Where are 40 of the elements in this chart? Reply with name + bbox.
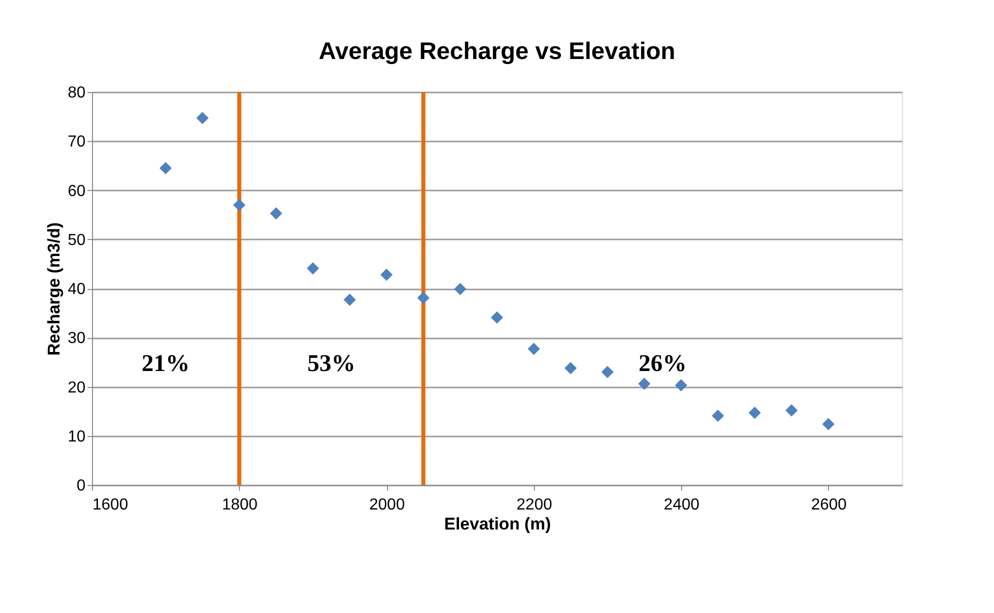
y-tick-label: 30 bbox=[68, 330, 86, 348]
annotation: 53% bbox=[307, 351, 356, 377]
y-tick-label: 60 bbox=[68, 182, 86, 200]
x-tick-label: 2000 bbox=[369, 496, 405, 514]
point bbox=[528, 342, 540, 356]
x-tick-label: 1600 bbox=[92, 496, 128, 514]
x-tick-label: 2400 bbox=[664, 496, 700, 514]
point bbox=[270, 207, 282, 220]
point bbox=[601, 366, 614, 378]
point bbox=[490, 311, 504, 324]
point bbox=[380, 268, 393, 281]
y-tick-label: 10 bbox=[68, 428, 86, 446]
y-tick-label: 0 bbox=[76, 478, 86, 494]
point bbox=[638, 378, 650, 390]
annotation: 26% bbox=[638, 351, 687, 377]
y-tick-label: 70 bbox=[68, 134, 86, 151]
point bbox=[417, 292, 430, 304]
point bbox=[785, 404, 798, 416]
x-axis-title: Elevation (m) bbox=[444, 514, 551, 534]
point bbox=[233, 198, 246, 212]
point bbox=[344, 294, 356, 306]
point bbox=[454, 282, 466, 296]
x-tick-label: 2600 bbox=[811, 496, 847, 514]
x-tick-label: 2200 bbox=[516, 496, 552, 514]
y-tick-label: 40 bbox=[68, 281, 86, 298]
y-axis-title: Recharge (m3/d) bbox=[44, 222, 64, 356]
x-tick-label: 1800 bbox=[222, 496, 258, 514]
y-tick-label: 80 bbox=[68, 84, 86, 102]
annotation: 21% bbox=[142, 351, 190, 377]
point bbox=[674, 379, 688, 392]
point bbox=[748, 406, 761, 419]
point bbox=[564, 362, 577, 374]
chart-title: Average Recharge vs Elevation bbox=[318, 38, 676, 65]
point bbox=[306, 262, 320, 274]
y-tick-label: 20 bbox=[68, 379, 86, 396]
y-tick-label: 50 bbox=[68, 232, 86, 249]
point bbox=[160, 162, 172, 174]
point bbox=[712, 410, 724, 422]
point bbox=[196, 112, 209, 124]
point bbox=[822, 418, 834, 430]
